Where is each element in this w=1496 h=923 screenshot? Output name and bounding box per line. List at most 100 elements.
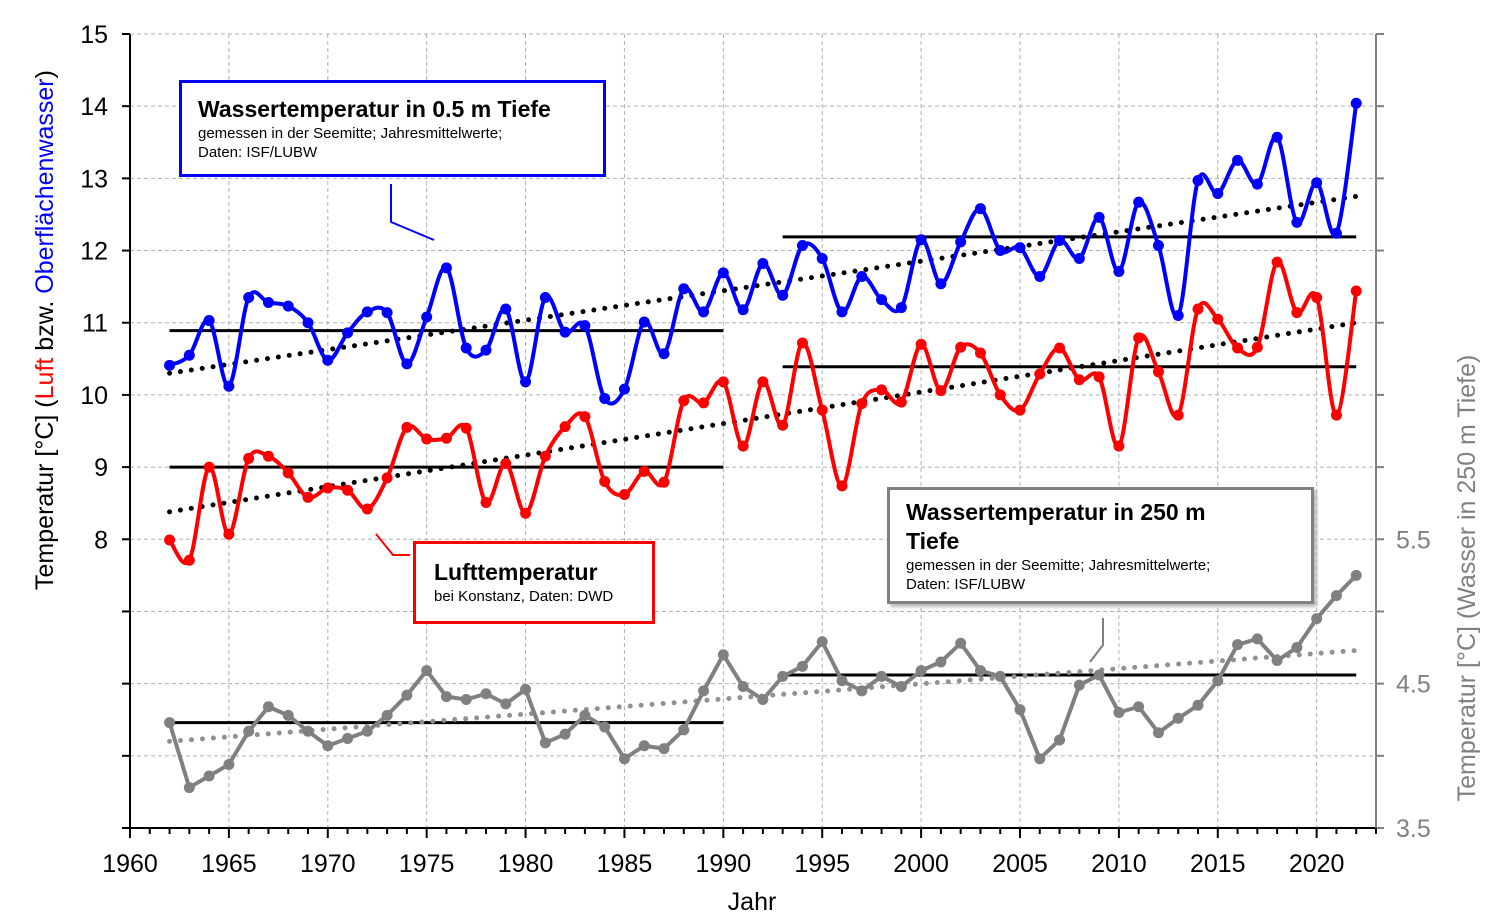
callout-line-surface: [390, 184, 435, 241]
data-point-air: [520, 507, 532, 519]
data-point-air: [796, 337, 808, 349]
data-point-deep: [856, 685, 868, 697]
data-point-air: [203, 461, 215, 473]
data-point-air: [539, 450, 551, 462]
data-point-deep: [974, 665, 986, 677]
data-point-deep: [282, 709, 294, 721]
legend-surface-line2: Daten: ISF/LUBW: [198, 144, 318, 161]
data-point-air: [440, 432, 452, 444]
data-point-surface: [618, 383, 630, 395]
legend-surface-line1: gemessen in der Seemitte; Jahresmittelwe…: [198, 125, 503, 142]
data-point-air: [183, 554, 195, 566]
data-point-surface: [203, 315, 215, 327]
data-point-deep: [1054, 734, 1066, 746]
x-axis-label: Jahr: [728, 888, 777, 916]
data-point-surface: [915, 234, 927, 246]
data-point-surface: [559, 326, 571, 338]
data-point-air: [658, 476, 670, 488]
y-tick-label: 12: [80, 238, 108, 266]
x-tick-label: 2020: [1289, 850, 1345, 878]
data-point-surface: [500, 303, 512, 315]
trend-lines: [167, 193, 1359, 744]
data-point-air: [322, 482, 334, 494]
data-point-air: [1232, 342, 1244, 354]
data-point-air: [1172, 409, 1184, 421]
y-axis-label-part: ): [31, 70, 59, 78]
data-point-deep: [618, 753, 630, 765]
x-tick-label: 1975: [399, 850, 455, 878]
data-point-air: [460, 422, 472, 434]
data-point-deep: [1291, 642, 1303, 654]
y-axis-label-part: bzw.: [31, 294, 59, 358]
data-point-deep: [777, 670, 789, 682]
data-point-air: [1212, 313, 1224, 325]
data-point-surface: [796, 239, 808, 251]
data-point-surface: [539, 291, 551, 303]
data-point-surface: [381, 307, 393, 319]
data-point-surface: [1271, 131, 1283, 143]
data-point-deep: [1251, 633, 1263, 645]
data-point-surface: [361, 306, 373, 318]
data-point-surface: [401, 358, 413, 370]
data-point-surface: [974, 203, 986, 215]
data-point-deep: [421, 665, 433, 677]
data-point-surface: [757, 258, 769, 270]
data-point-surface: [1212, 188, 1224, 200]
trend-line-surface: [167, 193, 1359, 376]
data-point-deep: [1271, 655, 1283, 667]
data-point-deep: [500, 698, 512, 710]
x-tick-label: 2005: [992, 850, 1048, 878]
legend-air: Lufttemperatur bei Konstanz, Daten: DWD: [413, 541, 655, 624]
data-point-air: [1192, 303, 1204, 315]
data-point-air: [618, 489, 630, 501]
data-point-deep: [243, 725, 255, 737]
data-point-surface: [342, 327, 354, 339]
y-axis-label-part: Temperatur [°C] (: [31, 399, 59, 590]
legend-surface-water: Wassertemperatur in 0.5 m Tiefe gemessen…: [179, 80, 606, 177]
y-tick-label: 14: [80, 93, 108, 121]
data-point-deep: [955, 637, 967, 649]
data-point-deep: [658, 743, 670, 755]
data-point-deep: [796, 660, 808, 672]
data-point-air: [421, 433, 433, 445]
legend-air-line1: bei Konstanz, Daten: DWD: [434, 588, 614, 605]
x-tick-label: 2015: [1190, 850, 1246, 878]
data-point-surface: [164, 359, 176, 371]
data-point-air: [737, 440, 749, 452]
data-point-air: [1152, 366, 1164, 378]
data-point-surface: [1192, 175, 1204, 187]
data-point-deep: [183, 782, 195, 794]
data-point-surface: [1054, 234, 1066, 246]
data-point-deep: [164, 717, 176, 729]
data-point-surface: [579, 320, 591, 332]
data-point-air: [678, 395, 690, 407]
x-tick-label: 1995: [794, 850, 850, 878]
data-point-deep: [440, 691, 452, 703]
y2-tick-label: 5.5: [1396, 526, 1431, 554]
y-axis-label-part: Oberflächenwasser: [31, 78, 59, 293]
data-point-surface: [1014, 242, 1026, 254]
data-point-air: [1133, 332, 1145, 344]
data-point-air: [1093, 371, 1105, 383]
data-point-air: [915, 338, 927, 350]
series-lines: [164, 97, 1362, 794]
data-point-deep: [361, 725, 373, 737]
data-point-deep: [1133, 701, 1145, 713]
data-point-air: [262, 450, 274, 462]
data-point-deep: [599, 721, 611, 733]
data-point-surface: [698, 306, 710, 318]
data-point-surface: [1311, 177, 1323, 189]
data-point-deep: [262, 701, 274, 713]
x-tick-label: 1980: [498, 850, 554, 878]
data-point-deep: [915, 665, 927, 677]
data-point-surface: [262, 297, 274, 309]
data-point-deep: [381, 709, 393, 721]
data-point-surface: [777, 289, 789, 301]
data-point-surface: [243, 291, 255, 303]
callout-lines: [375, 184, 1104, 663]
data-point-surface: [1073, 252, 1085, 264]
data-point-deep: [1014, 704, 1026, 716]
x-tick-label: 1965: [201, 850, 257, 878]
data-point-air: [1251, 341, 1263, 353]
data-point-deep: [520, 683, 532, 695]
